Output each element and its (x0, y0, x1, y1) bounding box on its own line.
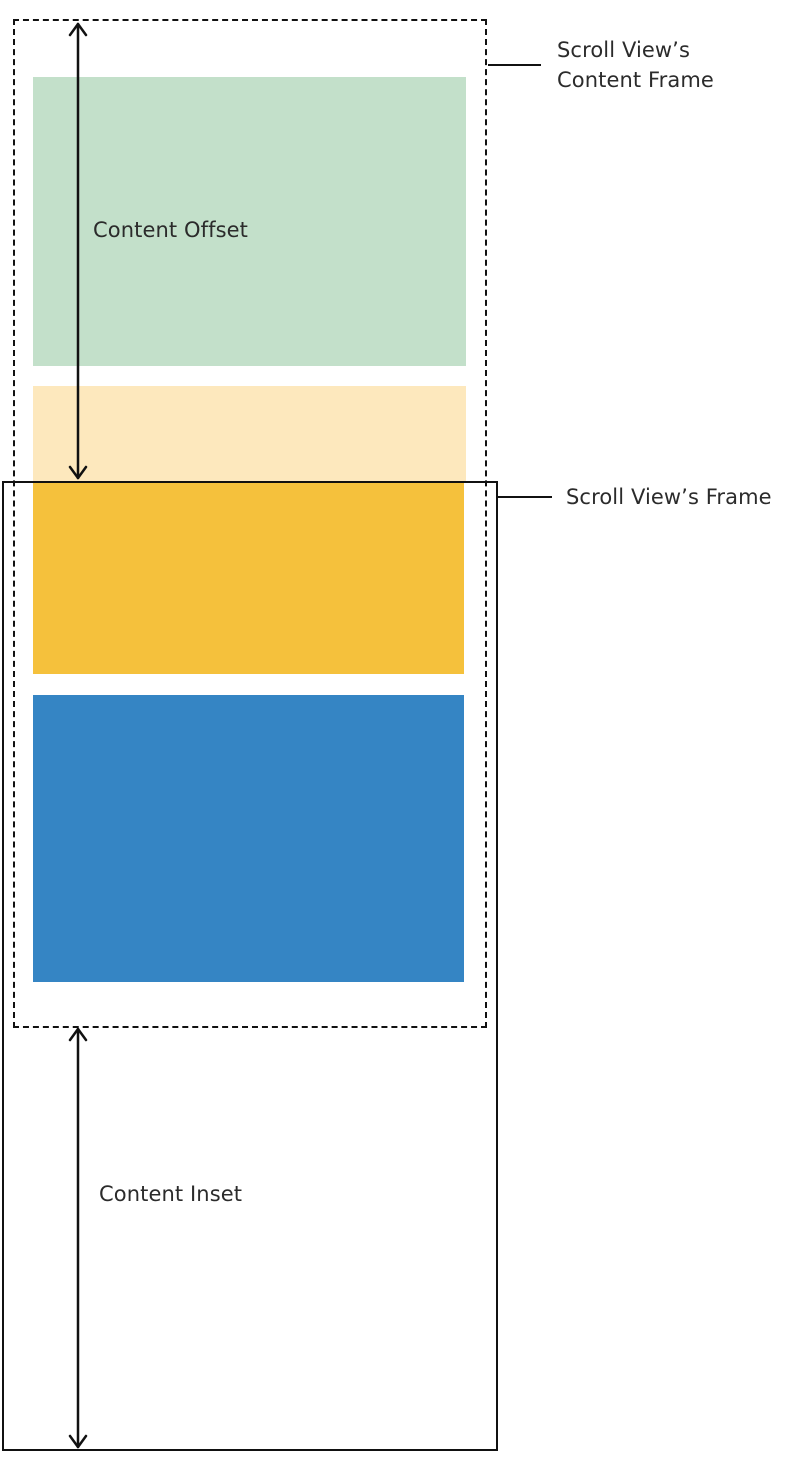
yellow-content-block (33, 482, 464, 674)
blue-content-block (33, 695, 464, 982)
content-frame-label-line2: Content Frame (557, 68, 714, 92)
scroll-view-content-frame-box (13, 19, 487, 1028)
content-frame-leader-line (488, 64, 541, 66)
content-inset-label: Content Inset (99, 1182, 243, 1206)
content-inset-arrow (68, 1027, 88, 1449)
content-offset-arrow (68, 22, 88, 480)
frame-leader-line (498, 496, 552, 498)
scroll-view-frame-label: Scroll View’s Frame (566, 485, 772, 509)
light-yellow-content-block (33, 386, 466, 482)
scroll-view-frame-box (2, 481, 498, 1451)
content-frame-label-line1: Scroll View’s (557, 38, 690, 62)
content-offset-label: Content Offset (93, 218, 249, 242)
green-content-block (33, 77, 466, 366)
